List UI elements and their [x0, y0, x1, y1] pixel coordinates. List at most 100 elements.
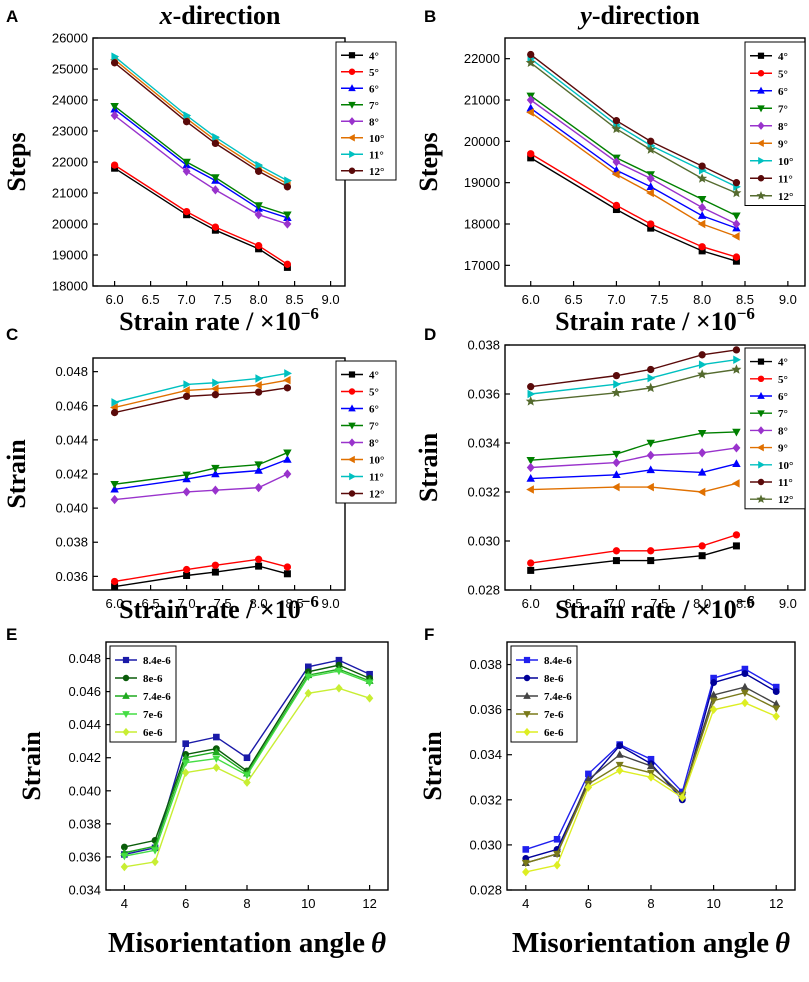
data-point: [242, 772, 252, 780]
data-point: [210, 384, 219, 393]
legend: 8.4e-6 8e-6 7.4e-6 7e-6 6e-6: [510, 645, 578, 743]
legend-marker: [756, 139, 764, 148]
y-tick-label: 0.030: [469, 837, 502, 852]
y-tick-label: 21000: [52, 186, 88, 201]
series-12°: [525, 364, 742, 406]
legend-marker: [348, 101, 356, 109]
y-axis-label: Steps: [414, 132, 443, 191]
data-point: [526, 95, 535, 105]
data-point: [181, 768, 190, 778]
chart-title-rest: -direction: [592, 1, 700, 30]
data-point: [698, 351, 706, 359]
data-point: [211, 561, 220, 569]
data-point: [698, 243, 706, 251]
series-7°: [526, 92, 741, 221]
data-point: [110, 103, 119, 111]
legend-label: 11°: [369, 149, 384, 161]
data-point: [254, 466, 263, 474]
y-tick-label: 0.036: [469, 702, 502, 717]
x-tick-label: 6.5: [565, 292, 583, 307]
chart-panel-d: D 6.0 6.5 7.0 7.5 8.0 8.5 9.0 0.028 0.030 0.032 0.0…: [414, 325, 806, 624]
y-tick-label: 0.046: [55, 398, 88, 413]
y-tick-label: 0.044: [55, 432, 88, 447]
x-tick-label: 7.0: [607, 596, 625, 611]
data-point: [183, 111, 192, 120]
data-point: [182, 207, 191, 216]
data-point: [709, 697, 718, 705]
data-point: [151, 847, 160, 855]
data-point: [732, 212, 741, 221]
series-12°: [525, 57, 742, 198]
legend-box: [510, 645, 578, 743]
legend-marker: [348, 117, 356, 126]
y-tick-label: 0.030: [467, 534, 500, 549]
data-point: [732, 459, 741, 468]
y-tick-label: 26000: [52, 31, 88, 46]
series-6°: [526, 459, 741, 482]
legend-box: [335, 41, 397, 181]
legend-marker: [523, 727, 531, 737]
data-point: [732, 253, 741, 261]
series-line: [124, 670, 370, 857]
data-point: [678, 793, 687, 802]
legend-label: 7.4e-6: [544, 691, 572, 703]
data-point: [254, 167, 263, 175]
series-8°: [526, 443, 741, 473]
panel-letter: A: [6, 7, 18, 26]
y-tick-label: 23000: [52, 124, 88, 139]
legend-label: 7°: [369, 421, 379, 433]
y-tick-label: 0.044: [68, 717, 101, 732]
data-point: [110, 110, 119, 121]
data-point: [646, 188, 654, 198]
data-point: [182, 565, 191, 574]
data-point: [525, 396, 536, 406]
x-tick-label: 4: [121, 896, 128, 911]
legend-box: [335, 360, 397, 504]
series-6°: [110, 454, 292, 493]
data-point: [283, 454, 292, 463]
data-point: [255, 374, 264, 383]
legend-label: 8e-6: [544, 673, 564, 685]
legend-marker: [523, 656, 531, 664]
series-line: [530, 153, 737, 258]
legend-marker: [756, 443, 764, 452]
x-tick-label: 6.5: [565, 596, 583, 611]
data-point: [646, 465, 655, 474]
x-tick-label: 12: [362, 896, 376, 911]
legend-marker: [348, 371, 356, 378]
data-point: [110, 481, 119, 489]
legend-label: 4°: [369, 50, 379, 62]
data-point: [283, 563, 292, 571]
legend-marker: [349, 472, 357, 481]
data-point: [733, 355, 741, 364]
data-point: [254, 202, 263, 210]
y-tick-label: 0.042: [68, 750, 101, 765]
series-7°: [526, 428, 741, 465]
y-tick-label: 21000: [464, 93, 500, 108]
series-7°: [110, 449, 292, 489]
data-point: [697, 369, 708, 379]
legend-marker: [348, 422, 356, 430]
data-point: [772, 688, 780, 696]
legend-label: 8°: [778, 121, 788, 133]
x-tick-label: 6.0: [106, 596, 124, 611]
y-tick-label: 0.028: [469, 883, 502, 898]
data-point: [243, 778, 251, 787]
legend-label: 6e-6: [143, 727, 163, 739]
data-point: [646, 482, 654, 492]
x-tick-label: 9.0: [779, 596, 797, 611]
data-point: [710, 679, 718, 687]
legend-marker: [757, 121, 765, 130]
legend-marker: [757, 478, 765, 486]
x-tick-label: 9.0: [779, 292, 797, 307]
x-tick-label: 9.0: [322, 596, 340, 611]
legend: 8.4e-6 8e-6 7.4e-6 7e-6 6e-6: [109, 645, 177, 743]
series-line: [114, 56, 288, 182]
series-line: [114, 558, 288, 583]
series-5°: [110, 161, 292, 268]
series-line: [124, 668, 370, 854]
y-tick-label: 0.032: [469, 792, 502, 807]
series-5°: [110, 555, 292, 586]
legend-label: 8.4e-6: [143, 655, 171, 667]
series-5°: [527, 531, 741, 567]
